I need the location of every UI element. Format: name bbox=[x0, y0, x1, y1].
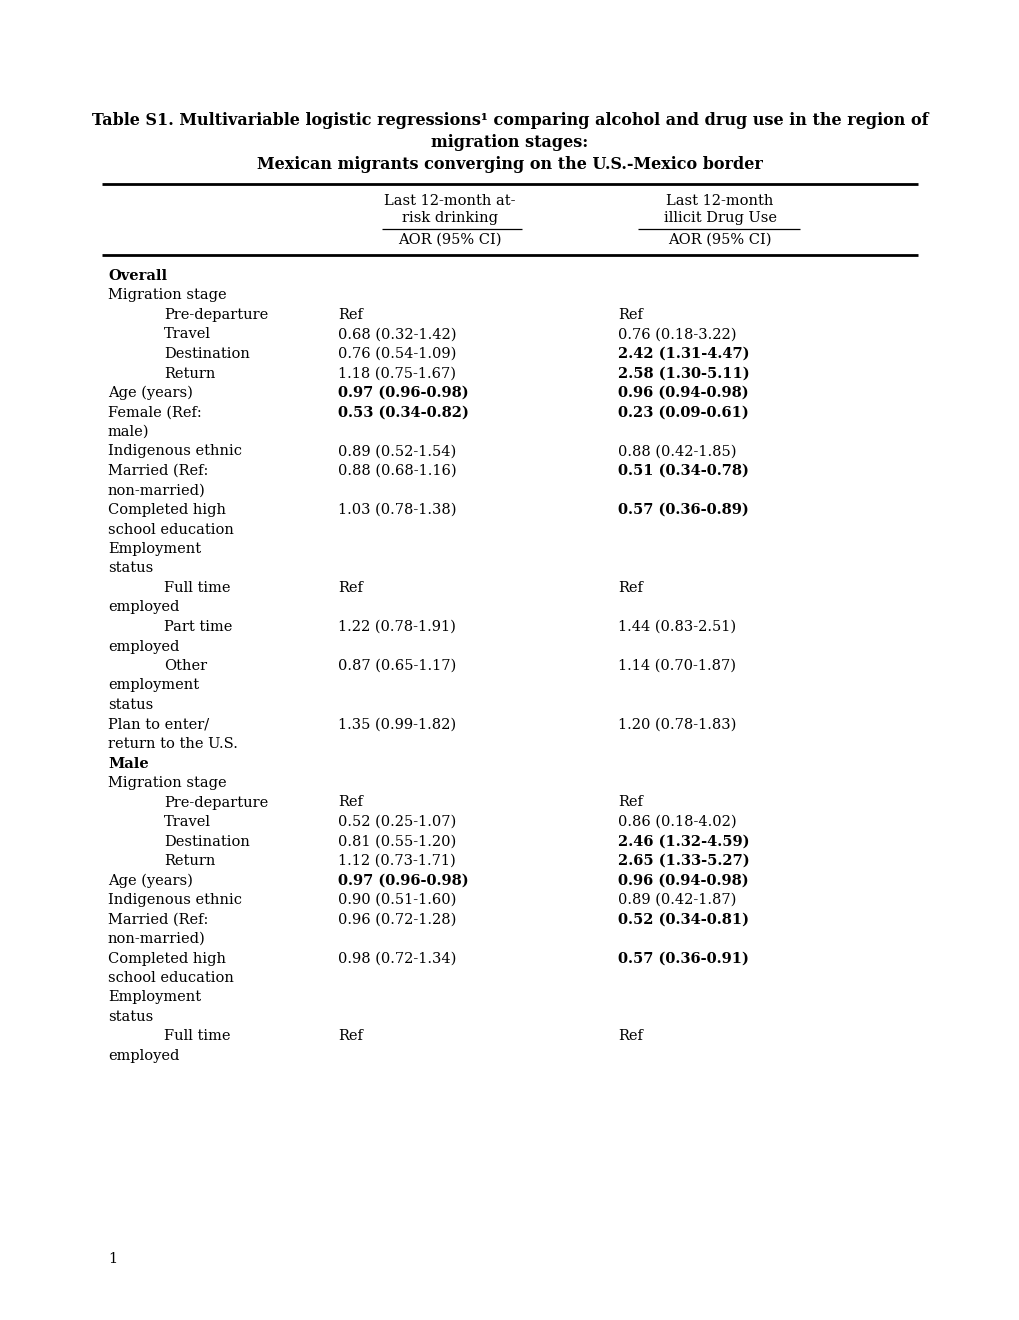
Text: 2.46 (1.32-4.59): 2.46 (1.32-4.59) bbox=[618, 834, 749, 849]
Text: 2.65 (1.33-5.27): 2.65 (1.33-5.27) bbox=[618, 854, 749, 869]
Text: 0.87 (0.65-1.17): 0.87 (0.65-1.17) bbox=[337, 659, 455, 673]
Text: Travel: Travel bbox=[164, 814, 211, 829]
Text: Completed high: Completed high bbox=[108, 503, 226, 517]
Text: Male: Male bbox=[108, 756, 149, 771]
Text: 0.52 (0.25-1.07): 0.52 (0.25-1.07) bbox=[337, 814, 455, 829]
Text: 0.68 (0.32-1.42): 0.68 (0.32-1.42) bbox=[337, 327, 457, 342]
Text: 0.96 (0.94-0.98): 0.96 (0.94-0.98) bbox=[618, 385, 748, 400]
Text: Female (Ref:: Female (Ref: bbox=[108, 405, 202, 420]
Text: Destination: Destination bbox=[164, 347, 250, 360]
Text: Ref: Ref bbox=[337, 581, 363, 595]
Text: Return: Return bbox=[164, 854, 215, 869]
Text: Migration stage: Migration stage bbox=[108, 776, 226, 789]
Text: 0.23 (0.09-0.61): 0.23 (0.09-0.61) bbox=[618, 405, 748, 420]
Text: school education: school education bbox=[108, 523, 233, 536]
Text: Employment: Employment bbox=[108, 543, 201, 556]
Text: Full time: Full time bbox=[164, 581, 230, 595]
Text: 1.22 (0.78-1.91): 1.22 (0.78-1.91) bbox=[337, 620, 455, 634]
Text: Ref: Ref bbox=[337, 796, 363, 809]
Text: status: status bbox=[108, 1010, 153, 1024]
Text: 0.57 (0.36-0.89): 0.57 (0.36-0.89) bbox=[618, 503, 748, 517]
Text: 0.76 (0.54-1.09): 0.76 (0.54-1.09) bbox=[337, 347, 455, 360]
Text: 0.81 (0.55-1.20): 0.81 (0.55-1.20) bbox=[337, 834, 455, 849]
Text: 0.76 (0.18-3.22): 0.76 (0.18-3.22) bbox=[618, 327, 736, 342]
Text: 0.53 (0.34-0.82): 0.53 (0.34-0.82) bbox=[337, 405, 469, 420]
Text: Mexican migrants converging on the U.S.-Mexico border: Mexican migrants converging on the U.S.-… bbox=[257, 156, 762, 173]
Text: Last 12-month at-: Last 12-month at- bbox=[384, 194, 516, 209]
Text: Full time: Full time bbox=[164, 1030, 230, 1044]
Text: 1.12 (0.73-1.71): 1.12 (0.73-1.71) bbox=[337, 854, 455, 869]
Text: Overall: Overall bbox=[108, 269, 167, 282]
Text: illicit Drug Use: illicit Drug Use bbox=[662, 211, 775, 224]
Text: Pre-departure: Pre-departure bbox=[164, 796, 268, 809]
Text: 2.42 (1.31-4.47): 2.42 (1.31-4.47) bbox=[618, 347, 749, 360]
Text: employment: employment bbox=[108, 678, 199, 693]
Text: 1.44 (0.83-2.51): 1.44 (0.83-2.51) bbox=[618, 620, 736, 634]
Text: Plan to enter/: Plan to enter/ bbox=[108, 718, 209, 731]
Text: 0.90 (0.51-1.60): 0.90 (0.51-1.60) bbox=[337, 894, 455, 907]
Text: 0.89 (0.42-1.87): 0.89 (0.42-1.87) bbox=[618, 894, 736, 907]
Text: Part time: Part time bbox=[164, 620, 232, 634]
Text: Ref: Ref bbox=[337, 1030, 363, 1044]
Text: AOR (95% CI): AOR (95% CI) bbox=[667, 234, 771, 247]
Text: Married (Ref:: Married (Ref: bbox=[108, 912, 208, 927]
Text: 1.18 (0.75-1.67): 1.18 (0.75-1.67) bbox=[337, 367, 455, 380]
Text: 1.20 (0.78-1.83): 1.20 (0.78-1.83) bbox=[618, 718, 736, 731]
Text: 0.52 (0.34-0.81): 0.52 (0.34-0.81) bbox=[618, 912, 748, 927]
Text: Completed high: Completed high bbox=[108, 952, 226, 965]
Text: 0.89 (0.52-1.54): 0.89 (0.52-1.54) bbox=[337, 445, 455, 458]
Text: 0.57 (0.36-0.91): 0.57 (0.36-0.91) bbox=[618, 952, 748, 965]
Text: Return: Return bbox=[164, 367, 215, 380]
Text: risk drinking: risk drinking bbox=[401, 211, 497, 224]
Text: non-married): non-married) bbox=[108, 483, 206, 498]
Text: migration stages:: migration stages: bbox=[431, 135, 588, 150]
Text: Other: Other bbox=[164, 659, 207, 673]
Text: non-married): non-married) bbox=[108, 932, 206, 946]
Text: Travel: Travel bbox=[164, 327, 211, 342]
Text: 0.96 (0.72-1.28): 0.96 (0.72-1.28) bbox=[337, 912, 455, 927]
Text: 0.51 (0.34-0.78): 0.51 (0.34-0.78) bbox=[618, 465, 748, 478]
Text: 0.86 (0.18-4.02): 0.86 (0.18-4.02) bbox=[618, 814, 736, 829]
Text: school education: school education bbox=[108, 972, 233, 985]
Text: status: status bbox=[108, 698, 153, 711]
Text: 1.14 (0.70-1.87): 1.14 (0.70-1.87) bbox=[618, 659, 736, 673]
Text: 0.88 (0.68-1.16): 0.88 (0.68-1.16) bbox=[337, 465, 457, 478]
Text: Indigenous ethnic: Indigenous ethnic bbox=[108, 445, 242, 458]
Text: employed: employed bbox=[108, 1049, 179, 1063]
Text: Married (Ref:: Married (Ref: bbox=[108, 465, 208, 478]
Text: 0.96 (0.94-0.98): 0.96 (0.94-0.98) bbox=[618, 874, 748, 887]
Text: return to the U.S.: return to the U.S. bbox=[108, 737, 237, 751]
Text: 0.97 (0.96-0.98): 0.97 (0.96-0.98) bbox=[337, 874, 468, 887]
Text: Destination: Destination bbox=[164, 834, 250, 849]
Text: Ref: Ref bbox=[337, 308, 363, 322]
Text: 0.98 (0.72-1.34): 0.98 (0.72-1.34) bbox=[337, 952, 455, 965]
Text: Ref: Ref bbox=[618, 581, 642, 595]
Text: Indigenous ethnic: Indigenous ethnic bbox=[108, 894, 242, 907]
Text: status: status bbox=[108, 561, 153, 576]
Text: Table S1. Multivariable logistic regressions¹ comparing alcohol and drug use in : Table S1. Multivariable logistic regress… bbox=[92, 112, 927, 129]
Text: Pre-departure: Pre-departure bbox=[164, 308, 268, 322]
Text: 0.97 (0.96-0.98): 0.97 (0.96-0.98) bbox=[337, 385, 468, 400]
Text: 1: 1 bbox=[108, 1251, 117, 1266]
Text: Age (years): Age (years) bbox=[108, 385, 193, 400]
Text: Ref: Ref bbox=[618, 796, 642, 809]
Text: Migration stage: Migration stage bbox=[108, 289, 226, 302]
Text: 1.35 (0.99-1.82): 1.35 (0.99-1.82) bbox=[337, 718, 455, 731]
Text: 2.58 (1.30-5.11): 2.58 (1.30-5.11) bbox=[618, 367, 749, 380]
Text: Employment: Employment bbox=[108, 990, 201, 1005]
Text: Ref: Ref bbox=[618, 1030, 642, 1044]
Text: employed: employed bbox=[108, 601, 179, 615]
Text: male): male) bbox=[108, 425, 150, 440]
Text: 1.03 (0.78-1.38): 1.03 (0.78-1.38) bbox=[337, 503, 457, 517]
Text: Last 12-month: Last 12-month bbox=[665, 194, 773, 209]
Text: 0.88 (0.42-1.85): 0.88 (0.42-1.85) bbox=[618, 445, 736, 458]
Text: employed: employed bbox=[108, 639, 179, 653]
Text: AOR (95% CI): AOR (95% CI) bbox=[397, 234, 501, 247]
Text: Ref: Ref bbox=[618, 308, 642, 322]
Text: Age (years): Age (years) bbox=[108, 874, 193, 888]
